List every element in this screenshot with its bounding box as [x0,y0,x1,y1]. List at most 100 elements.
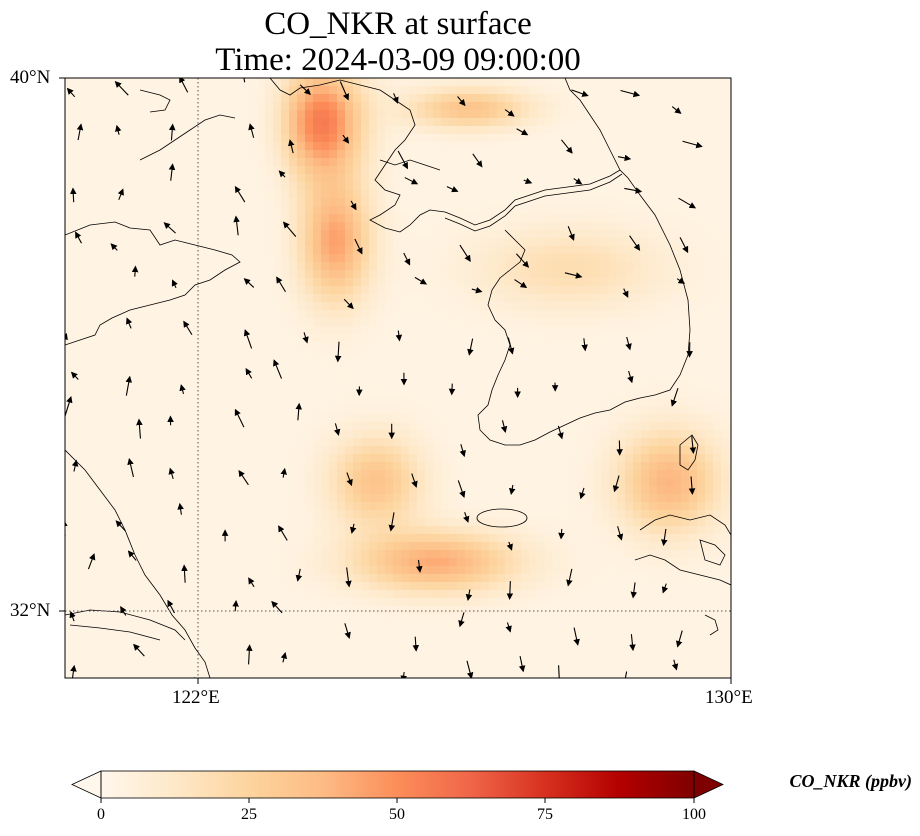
field-cell [601,374,610,383]
field-cell [113,502,122,511]
field-cell [465,486,474,495]
field-cell [457,534,466,543]
field-cell [177,550,186,559]
field-cell [121,494,130,503]
field-cell [625,238,634,247]
field-cell [385,478,394,487]
field-cell [593,414,602,423]
field-cell [241,134,250,143]
field-cell [529,486,538,495]
field-cell [217,494,226,503]
field-cell [137,286,146,295]
field-cell [249,190,258,199]
field-cell [377,518,386,527]
field-cell [377,86,386,95]
field-cell [617,334,626,343]
field-cell [697,126,706,135]
field-cell [201,486,210,495]
field-cell [721,510,730,519]
field-cell [721,246,730,255]
field-cell [553,230,562,239]
field-cell [473,198,482,207]
field-cell [665,190,674,199]
field-cell [377,294,386,303]
field-cell [377,366,386,375]
field-cell [529,286,538,295]
field-cell [521,422,530,431]
field-cell [225,86,234,95]
field-cell [297,310,306,319]
field-cell [417,158,426,167]
field-cell [337,182,346,191]
field-cell [201,494,210,503]
field-cell [465,390,474,399]
field-cell [393,502,402,511]
field-cell [529,366,538,375]
field-cell [545,382,554,391]
field-cell [73,286,82,295]
field-cell [161,174,170,183]
field-cell [89,166,98,175]
field-cell [305,166,314,175]
field-cell [633,286,642,295]
field-cell [337,102,346,111]
field-cell [681,534,690,543]
field-cell [641,270,650,279]
field-cell [305,494,314,503]
field-cell [369,342,378,351]
field-cell [545,142,554,151]
field-cell [145,206,154,215]
field-cell [473,502,482,511]
field-cell [481,126,490,135]
field-cell [537,534,546,543]
field-cell [337,334,346,343]
field-cell [617,422,626,431]
field-cell [193,86,202,95]
field-cell [417,166,426,175]
field-cell [289,254,298,263]
field-cell [649,502,658,511]
field-cell [217,342,226,351]
field-cell [169,254,178,263]
field-cell [705,366,714,375]
field-cell [249,158,258,167]
field-cell [617,166,626,175]
field-cell [697,526,706,535]
field-cell [241,518,250,527]
field-cell [161,510,170,519]
field-cell [569,318,578,327]
field-cell [553,310,562,319]
field-cell [329,286,338,295]
field-cell [657,278,666,287]
field-cell [65,238,74,247]
field-cell [265,446,274,455]
field-cell [305,270,314,279]
field-cell [665,542,674,551]
field-cell [409,134,418,143]
field-cell [249,446,258,455]
field-cell [89,334,98,343]
field-cell [313,238,322,247]
field-cell [329,262,338,271]
field-cell [313,414,322,423]
field-cell [705,150,714,159]
field-cell [513,198,522,207]
field-cell [561,78,570,87]
field-cell [593,494,602,503]
field-cell [361,222,370,231]
field-cell [193,270,202,279]
field-cell [617,326,626,335]
field-cell [121,182,130,191]
field-cell [417,494,426,503]
field-cell [89,278,98,287]
field-cell [409,542,418,551]
field-cell [97,430,106,439]
field-cell [345,326,354,335]
field-cell [89,94,98,103]
field-cell [401,438,410,447]
field-cell [505,246,514,255]
field-cell [81,470,90,479]
field-cell [241,494,250,503]
field-cell [297,270,306,279]
field-cell [521,374,530,383]
